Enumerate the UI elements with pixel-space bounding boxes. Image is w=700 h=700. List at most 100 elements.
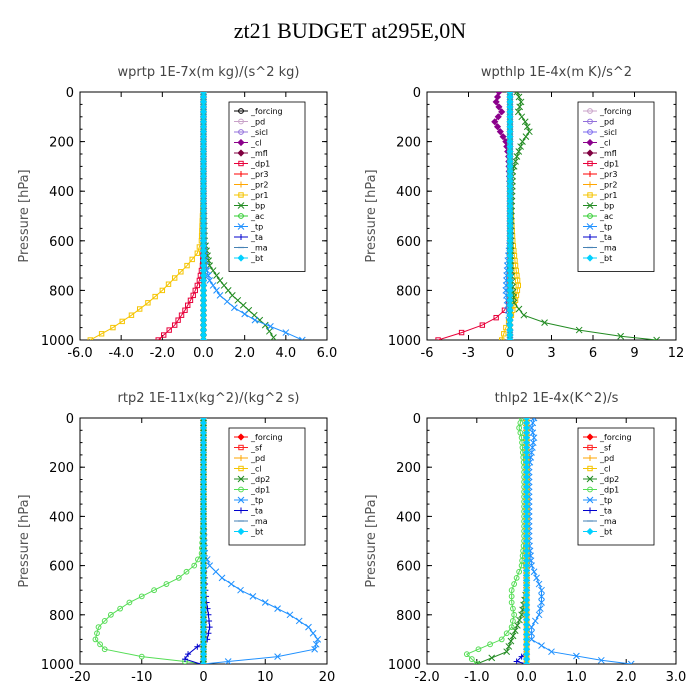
data-point [184,262,190,269]
data-point [178,312,185,318]
data-point [499,133,507,141]
data-point [161,332,167,338]
legend-marker [587,171,593,177]
data-point [165,281,172,287]
data-point [267,323,274,330]
y-tick-label: 800 [396,284,421,299]
y-axis-label: Pressure [hPa] [17,169,32,262]
data-point [513,292,520,299]
data-point [87,337,93,340]
legend-label: _sicl [599,128,617,137]
y-axis-label: Pressure [hPa] [364,169,379,262]
y-tick-label: 400 [49,185,74,200]
data-point [513,658,520,664]
data-point [517,143,524,150]
data-point [515,282,521,289]
data-point [513,575,520,581]
data-point [295,617,303,625]
legend-label: _dp1 [250,486,270,495]
data-point [531,617,539,625]
data-point [536,605,544,613]
data-point [498,636,505,643]
x-tick-label: 2.0 [234,346,255,361]
data-point [197,661,204,664]
data-point [175,575,182,581]
y-tick-label: 600 [396,560,421,575]
data-point [538,599,545,606]
x-tick-label: 0 [506,346,514,361]
data-point [495,103,503,111]
data-point [510,605,516,612]
data-point [274,653,281,660]
y-tick-label: 0 [66,412,74,427]
data-point [224,287,232,294]
data-point [239,301,247,309]
data-point [189,256,195,263]
data-point [520,311,528,319]
data-point [206,617,213,624]
chart-title: wpthlp 1E-4x(m K)/s^2 [481,65,632,80]
legend-label: _cl [250,139,262,148]
x-tick-label: 6.0 [317,346,338,361]
data-point [101,646,108,653]
legend-marker [586,527,594,536]
data-point [183,568,190,575]
chart-title: rtp2 1E-11x(kg^2)/(kg^2 s) [118,391,300,406]
data-point [487,641,493,648]
data-point [138,593,145,600]
legend-marker [587,181,593,188]
chart-panel-1: wprtp 1E-7x(m kg)/(s^2 kg) Pressure [hPa]… [17,65,337,361]
data-point [511,611,518,618]
legend-label: _dp2 [599,475,619,484]
legend-label: _forcing [599,433,632,442]
data-point [491,118,499,126]
data-point [227,580,235,588]
data-point [249,592,257,600]
legend-label: _bt [599,528,612,537]
legend-marker [238,129,244,135]
data-point [218,574,226,582]
data-point [538,592,545,600]
data-point [312,640,320,648]
data-point [519,138,526,145]
data-point [523,123,531,131]
data-point [518,611,525,619]
data-point [309,629,317,637]
data-point [209,282,217,289]
data-point [185,651,192,658]
legend-label: _forcing [250,433,283,442]
legend-label: _pr3 [599,170,617,179]
legend-marker [238,455,244,461]
data-point [548,648,555,656]
x-tick-label: 3.0 [666,670,687,685]
data-point [575,326,583,334]
legend-marker [237,254,245,262]
data-point [514,272,520,279]
legend-label: _ta [599,233,612,242]
series-group [435,92,660,340]
data-point [535,580,543,588]
legend-marker [237,475,245,483]
series-bt [506,92,514,340]
legend-marker [587,455,593,461]
data-point [493,123,502,131]
data-point [514,277,521,284]
y-tick-label: 400 [49,510,74,525]
data-point [94,630,100,637]
data-point [514,108,522,116]
data-point [216,277,224,284]
data-point [516,568,523,575]
legend-label: _forcing [599,107,632,116]
data-point [205,630,212,637]
x-tick-label: 20 [319,670,336,685]
data-point [159,287,166,294]
legend-label: _cl [599,139,611,148]
y-tick-label: 200 [49,461,74,476]
data-point [479,322,486,328]
data-point [206,624,213,631]
x-tick-label: 10 [257,670,274,685]
data-point [216,292,224,299]
legend-marker [238,444,244,451]
legend: _forcing _sf_pd _cl_dp2 _dp1_tp _ta_ma _bt [228,427,306,546]
legend-marker [238,160,244,167]
